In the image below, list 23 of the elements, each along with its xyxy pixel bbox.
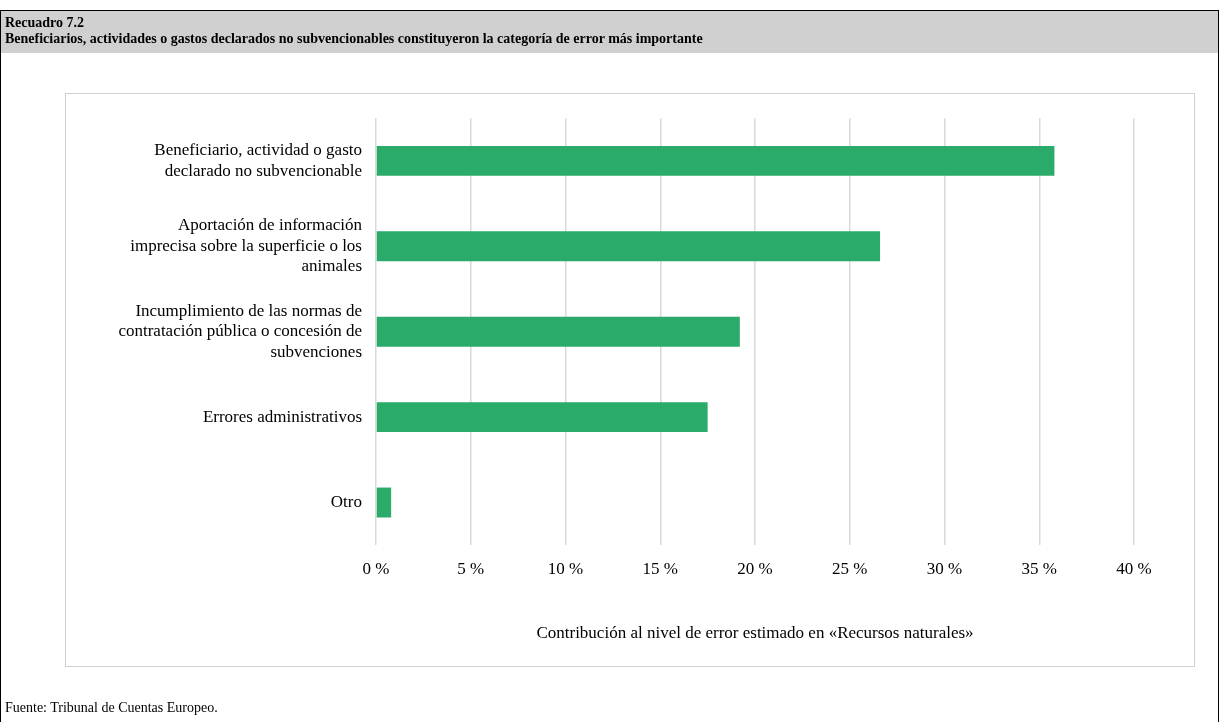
x-tick-label: 5 % [457, 558, 485, 578]
bar [376, 145, 1055, 176]
text: Recuadro 7.2 [5, 15, 86, 31]
x-axis-title: Contribución al nivel de error estimado en «Recursos naturales» [536, 623, 974, 643]
x-tick-label: 10 % [547, 558, 584, 578]
bar [376, 316, 740, 347]
bar [376, 402, 708, 433]
y-tick-label: Aportación de información imprecisa sobre la superficie o los animales [130, 215, 363, 276]
y-tick-label: Errores administrativos [202, 406, 362, 426]
y-tick-label: Beneficiario, actividad o gasto declarado no subvencionable [154, 140, 362, 180]
x-tick-label: 15 % [642, 558, 678, 578]
bar [376, 231, 881, 262]
bar [376, 487, 392, 518]
source-note: Fuente: Tribunal de Cuentas Europeo. [5, 700, 218, 716]
x-tick-label: 20 % [737, 558, 773, 578]
x-tick-label: 40 % [1116, 558, 1152, 578]
chart-subtitle: Beneficiarios, actividades o gastos declarados no subvencionables constituyeron la categoría de error más importante [5, 31, 704, 47]
x-tick-label: 30 % [926, 558, 963, 578]
y-tick-label: Otro [330, 491, 362, 511]
x-tick-label: 25 % [832, 558, 868, 578]
y-tick-label: Incumplimiento de las normas de contratación pública o concesión de subvenciones [118, 300, 362, 361]
x-tick-label: 0 % [362, 558, 390, 578]
x-tick-label: 35 % [1021, 558, 1057, 578]
